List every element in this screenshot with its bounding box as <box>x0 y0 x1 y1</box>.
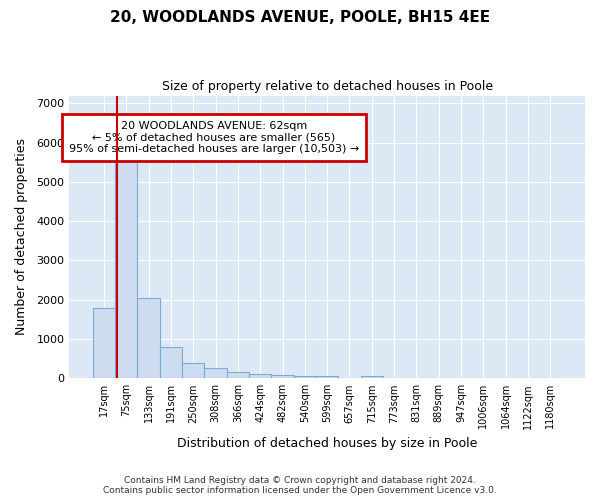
Bar <box>160 347 182 378</box>
Text: 20, WOODLANDS AVENUE, POOLE, BH15 4EE: 20, WOODLANDS AVENUE, POOLE, BH15 4EE <box>110 10 490 25</box>
Title: Size of property relative to detached houses in Poole: Size of property relative to detached ho… <box>161 80 493 93</box>
Bar <box>115 154 137 378</box>
X-axis label: Distribution of detached houses by size in Poole: Distribution of detached houses by size … <box>177 437 478 450</box>
Text: Contains HM Land Registry data © Crown copyright and database right 2024.
Contai: Contains HM Land Registry data © Crown c… <box>103 476 497 495</box>
Y-axis label: Number of detached properties: Number of detached properties <box>15 138 28 336</box>
Bar <box>137 298 160 378</box>
Bar <box>182 364 205 378</box>
Bar <box>271 375 293 378</box>
Text: 20 WOODLANDS AVENUE: 62sqm
← 5% of detached houses are smaller (565)
95% of semi: 20 WOODLANDS AVENUE: 62sqm ← 5% of detac… <box>68 121 359 154</box>
Bar <box>249 374 271 378</box>
Bar <box>227 372 249 378</box>
Bar <box>205 368 227 378</box>
Bar <box>316 376 338 378</box>
Bar <box>293 376 316 378</box>
Bar <box>93 308 115 378</box>
Bar <box>361 376 383 378</box>
